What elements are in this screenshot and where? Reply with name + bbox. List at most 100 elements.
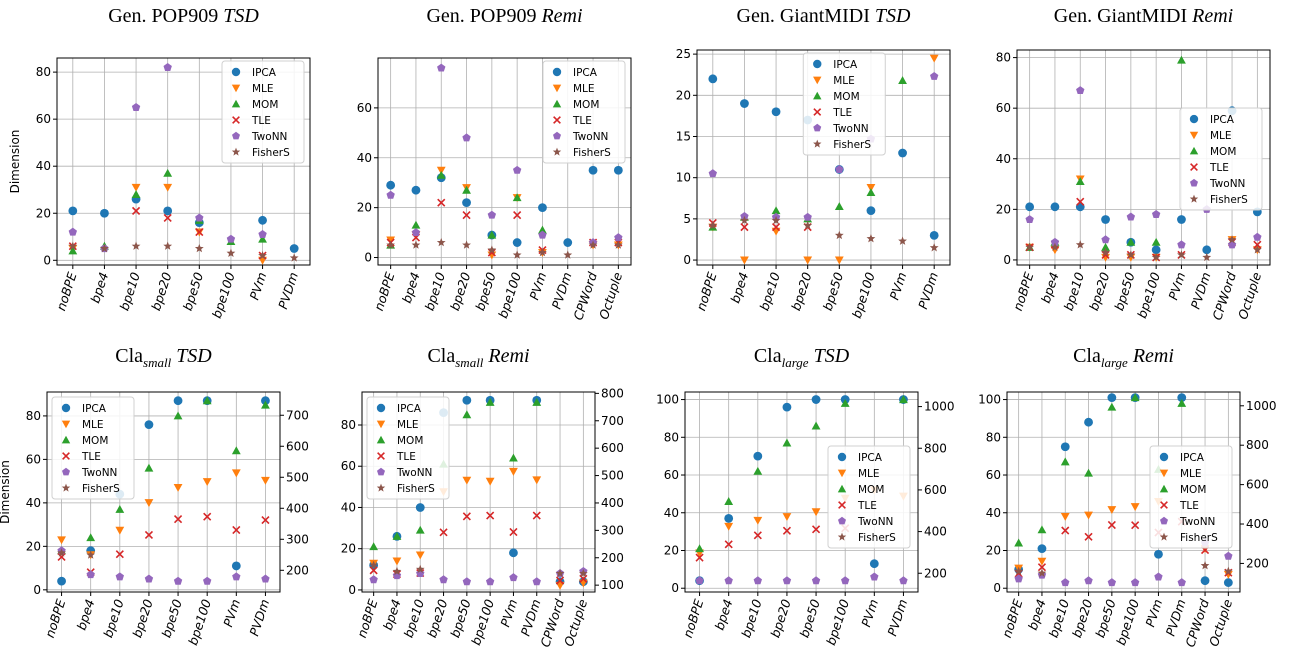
data-point xyxy=(509,453,518,462)
plot-frame xyxy=(684,391,919,593)
y-tick-label: 80 xyxy=(996,51,1011,65)
data-point xyxy=(708,169,717,178)
data-point xyxy=(532,511,541,520)
data-point xyxy=(753,516,763,525)
chart-title-text: Cla xyxy=(1073,345,1101,367)
data-point xyxy=(462,240,471,249)
data-point xyxy=(195,227,204,237)
legend-box xyxy=(802,52,886,156)
data-point xyxy=(486,511,495,520)
data-point xyxy=(1126,253,1136,262)
y-axis-label: Dimension xyxy=(0,460,12,524)
data-point xyxy=(753,451,763,461)
chart-title-text: Cla xyxy=(115,345,143,367)
data-point xyxy=(462,198,471,208)
data-point xyxy=(555,576,565,585)
data-point xyxy=(57,552,66,562)
data-point xyxy=(289,244,299,253)
data-point xyxy=(1252,245,1262,254)
data-point xyxy=(724,497,734,505)
data-point xyxy=(1107,506,1117,515)
data-point xyxy=(588,240,598,249)
data-point xyxy=(929,243,939,252)
y-tick-label: 0 xyxy=(348,583,356,597)
legend-label: MLE xyxy=(573,83,595,95)
data-point xyxy=(392,566,402,576)
data-point xyxy=(411,228,421,237)
x-tick-label: bpe100 xyxy=(823,597,852,647)
y-tick-label: 0 xyxy=(683,253,691,267)
legend-label: TLE xyxy=(572,115,592,127)
data-point xyxy=(841,576,850,585)
x-tick-label: noBPE xyxy=(354,597,381,639)
data-point xyxy=(173,411,183,420)
data-point xyxy=(462,512,471,521)
y2-tick-label: 600 xyxy=(1246,478,1269,492)
x-tick-label: bpe100 xyxy=(209,270,238,320)
data-point xyxy=(258,250,267,260)
data-point xyxy=(753,466,763,475)
x-tick-label: bpe50 xyxy=(1092,597,1118,639)
x-tick-label: PVDm xyxy=(549,270,575,311)
data-point xyxy=(1107,520,1116,530)
data-point xyxy=(1101,235,1110,244)
legend-label: FisherS xyxy=(397,483,435,495)
data-point xyxy=(392,531,402,540)
y2-tick-label: 600 xyxy=(924,483,947,497)
data-point xyxy=(509,573,518,582)
data-point xyxy=(485,477,495,486)
x-tick-label: PVDm xyxy=(1163,597,1189,638)
data-point xyxy=(578,568,588,578)
y-tick-label: 0 xyxy=(33,583,41,597)
x-tick-label: bpe4 xyxy=(74,597,98,632)
data-point xyxy=(837,484,847,493)
data-point xyxy=(782,513,792,521)
data-point xyxy=(538,225,547,234)
data-point xyxy=(532,577,541,586)
chart-panel: Clalarge TSD 0 20 40 60 80 100 200 400 600 800 1000… xyxy=(656,345,954,647)
data-point xyxy=(811,508,821,517)
data-point xyxy=(1101,215,1110,224)
x-tick-label: bpe10 xyxy=(116,270,142,312)
legend-box xyxy=(51,396,135,500)
data-point xyxy=(173,483,183,492)
data-point xyxy=(1189,194,1199,203)
data-point xyxy=(1025,215,1034,224)
data-point xyxy=(740,99,749,108)
y2-tick-label: 200 xyxy=(601,551,624,565)
data-point xyxy=(1126,250,1136,259)
data-point xyxy=(131,241,141,250)
data-point xyxy=(289,253,299,262)
data-point xyxy=(232,116,240,124)
y-tick-label: 60 xyxy=(36,112,51,126)
y2-tick-label: 400 xyxy=(1246,517,1269,531)
y-tick-label: 60 xyxy=(357,101,372,115)
data-point xyxy=(261,515,270,525)
plot-frame xyxy=(361,391,596,593)
chart-title-text: Gen. POP909 xyxy=(108,5,218,27)
y-tick-label: 60 xyxy=(664,468,679,482)
data-point xyxy=(588,165,598,175)
y-tick-label: 0 xyxy=(43,253,51,267)
data-point xyxy=(898,76,907,84)
data-point xyxy=(838,516,846,525)
legend-label: TwoNN xyxy=(396,467,432,479)
data-point xyxy=(261,400,270,409)
x-tick-label: bpe50 xyxy=(1111,270,1137,312)
plot-frame xyxy=(1006,391,1241,593)
x-tick-label: bpe100 xyxy=(849,270,878,320)
data-point xyxy=(163,63,172,71)
data-point xyxy=(870,572,879,581)
data-point xyxy=(57,548,66,557)
data-point xyxy=(1159,484,1169,493)
chart-title-italic: Remi xyxy=(1191,5,1233,27)
data-point xyxy=(563,238,573,247)
data-point xyxy=(869,559,879,569)
data-point xyxy=(813,91,822,100)
data-point xyxy=(369,542,379,551)
data-point xyxy=(724,540,733,549)
x-tick-label: bpe10 xyxy=(738,597,764,639)
data-point xyxy=(614,233,623,242)
x-tick-label: bpe20 xyxy=(129,597,155,639)
data-point xyxy=(613,240,623,249)
